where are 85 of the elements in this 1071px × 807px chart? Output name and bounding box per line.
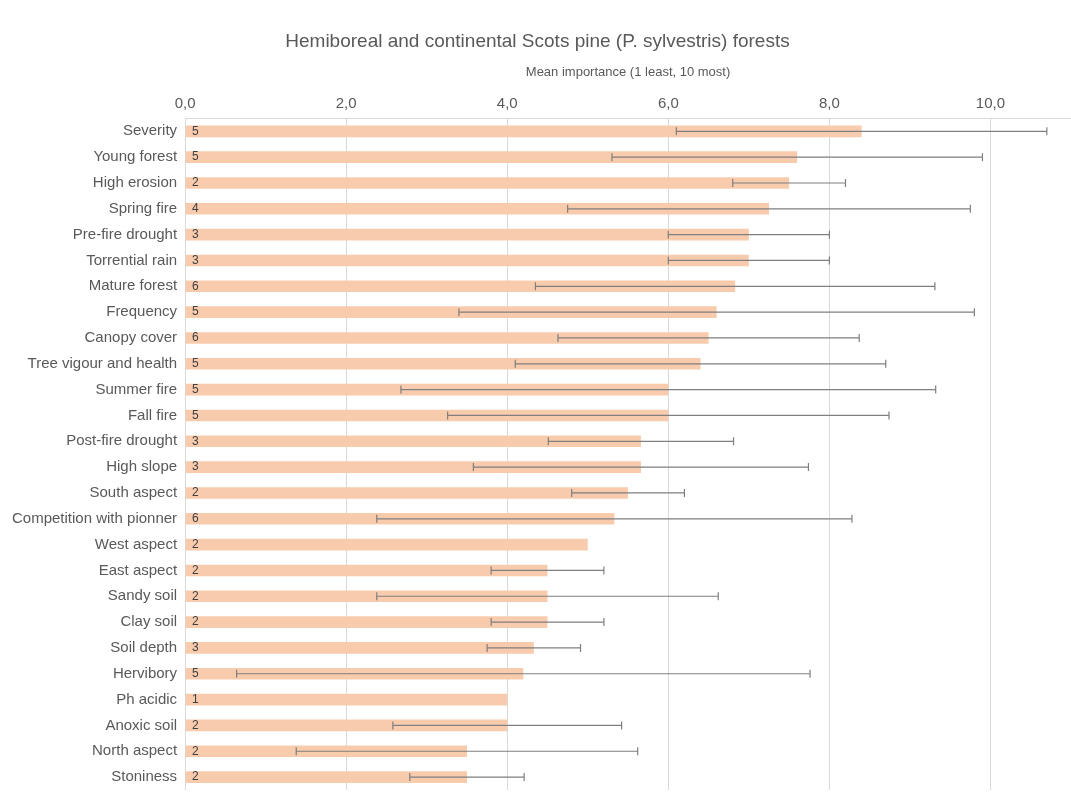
annotation: 3 [192, 226, 200, 241]
x-tick-label: 6,0 [657, 93, 679, 111]
annotation: 2 [192, 536, 200, 551]
y-tick-label: Severity [122, 121, 178, 139]
annotation: 2 [192, 717, 200, 732]
annotation: 5 [192, 407, 200, 422]
bar [185, 512, 615, 525]
y-tick-label: East aspect [98, 560, 178, 578]
bar [185, 435, 641, 448]
y-tick-label: North aspect [92, 741, 178, 759]
chart-title: Hemiboreal and continental Scots pine (P. sylvestris) forests [285, 29, 790, 51]
annotation: 5 [192, 123, 200, 138]
annotation: 2 [192, 175, 200, 190]
x-tick-label: 10,0 [975, 93, 1006, 111]
y-tick-label: Anoxic soil [105, 715, 178, 733]
y-tick-label: Post-fire drought [66, 431, 178, 449]
x-axis-title: Mean importance (1 least, 10 most) [525, 64, 731, 80]
y-tick-label: High slope [106, 457, 178, 475]
x-tick-label: 8,0 [818, 93, 840, 111]
y-tick-label: Soil depth [110, 638, 178, 656]
annotation: 2 [192, 562, 200, 577]
annotation: 6 [192, 330, 200, 345]
bar [185, 254, 749, 267]
bar [185, 538, 588, 551]
y-tick-label: Ph acidic [116, 689, 178, 707]
bar [185, 332, 709, 344]
bar [185, 203, 769, 215]
bar [185, 642, 534, 654]
bar [185, 745, 467, 758]
annotation: 5 [192, 304, 200, 319]
annotation: 2 [192, 769, 200, 784]
y-tick-label: Sandy soil [107, 586, 178, 604]
bar [185, 409, 669, 422]
bar [185, 590, 548, 603]
bar [185, 461, 641, 473]
annotation: 2 [192, 614, 200, 629]
y-tick-label: Fall fire [127, 405, 178, 423]
annotation: 3 [192, 459, 200, 474]
annotation: 3 [192, 433, 200, 448]
annotation: 3 [192, 640, 200, 655]
y-tick-label: Pre-fire drought [72, 224, 178, 242]
y-tick-label: Mature forest [88, 276, 178, 294]
annotation: 2 [192, 485, 200, 500]
y-tick-label: Summer fire [95, 379, 178, 397]
annotation: 5 [192, 666, 200, 681]
annotation: 5 [192, 381, 200, 396]
bar [185, 719, 508, 732]
y-tick-label: South aspect [89, 483, 178, 501]
bar [185, 693, 508, 706]
y-tick-label: High erosion [92, 173, 178, 191]
x-tick-label: 0,0 [174, 93, 196, 111]
bar [185, 487, 629, 499]
bar [185, 357, 701, 370]
y-tick-label: Clay soil [120, 612, 178, 630]
y-tick-label: Hervibory [112, 663, 178, 681]
y-tick-label: Torrential rain [86, 250, 178, 268]
x-tick-label: 4,0 [496, 93, 518, 111]
bar [185, 228, 749, 241]
y-tick-label: Stoniness [111, 767, 178, 785]
bar [185, 667, 524, 680]
annotation: 2 [192, 743, 200, 758]
y-tick-label: Young forest [93, 147, 178, 165]
annotation: 6 [192, 511, 200, 526]
annotation: 1 [192, 691, 200, 706]
y-tick-label: Canopy cover [84, 328, 178, 346]
bar [185, 280, 736, 293]
y-tick-label: West aspect [94, 534, 178, 552]
bar [185, 564, 548, 577]
annotation: 5 [192, 149, 200, 164]
annotation: 6 [192, 278, 200, 293]
bar [185, 177, 790, 189]
y-tick-label: Tree vigour and health [27, 353, 178, 371]
x-tick-label: 2,0 [335, 93, 357, 111]
annotation: 2 [192, 588, 200, 603]
bar [185, 771, 467, 783]
y-tick-label: Competition with pionner [11, 508, 178, 526]
bar [185, 125, 862, 138]
y-tick-label: Frequency [106, 302, 178, 320]
annotation: 5 [192, 356, 200, 371]
bar [185, 151, 798, 163]
annotation: 3 [192, 252, 200, 267]
annotation: 4 [192, 201, 200, 216]
y-tick-label: Spring fire [108, 198, 178, 216]
bar [185, 616, 548, 628]
bar [185, 306, 717, 318]
